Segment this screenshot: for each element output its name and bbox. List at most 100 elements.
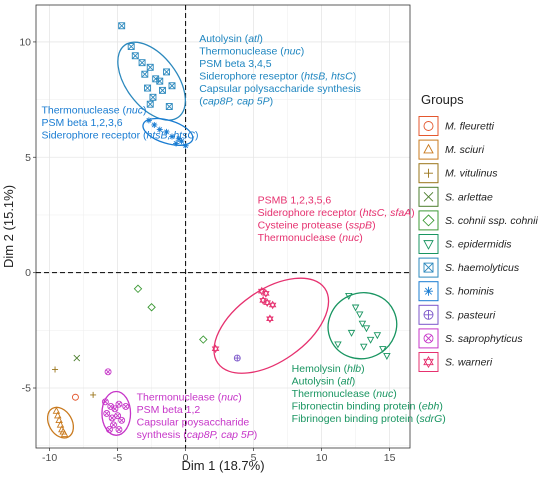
plot-border	[35, 4, 411, 449]
marker-shape	[211, 346, 220, 354]
legend-item: S. warneri	[418, 352, 493, 372]
data-point	[145, 117, 152, 124]
data-point	[122, 403, 130, 410]
marker-shape	[55, 416, 63, 424]
marker-shape	[156, 77, 164, 85]
marker-shape	[199, 335, 208, 344]
annotation-text: Thermonuclease (nuc) PSM beta 1,2 Capsular…	[137, 392, 258, 442]
legend-key	[418, 352, 439, 372]
legend-label: S. hominis	[445, 286, 495, 298]
marker-shape	[423, 191, 434, 202]
marker-shape	[383, 353, 391, 360]
marker-shape	[334, 341, 342, 349]
annotation-line: Autolysin (	[292, 375, 342, 387]
x-tick-label: 0	[183, 452, 189, 464]
annotation-line: cap8P, cap 5P	[187, 429, 254, 441]
annotation-line: atl	[341, 375, 353, 387]
legend-item: S. arlettae	[418, 186, 493, 207]
marker-shape	[118, 416, 126, 424]
data-point	[54, 411, 62, 419]
legend-label: S. haemolyticus	[445, 262, 520, 274]
annotation-line: )	[359, 232, 363, 244]
data-point	[175, 135, 182, 142]
marker-shape	[423, 262, 434, 273]
data-point	[144, 84, 151, 92]
marker-shape	[152, 75, 160, 83]
annotation-line: sspB	[349, 219, 372, 231]
annotation-line: )	[238, 392, 242, 404]
annotation-line: sdrG	[420, 413, 443, 425]
data-point	[355, 311, 364, 319]
marker-shape	[138, 59, 146, 67]
marker-shape	[268, 302, 277, 310]
annotation-line: Fibronectin binding protein (	[292, 400, 423, 412]
data-point	[347, 329, 356, 337]
legend-label: S. arlettae	[445, 191, 493, 203]
ellipses	[46, 41, 398, 439]
data-point	[118, 22, 126, 30]
marker-shape	[423, 333, 434, 344]
data-point	[73, 354, 81, 362]
annotation-line: PSM beta 1,2	[137, 404, 201, 416]
marker-shape	[159, 87, 166, 94]
marker-shape	[257, 286, 266, 294]
data-point	[131, 52, 139, 60]
annotation-line: )	[301, 45, 305, 57]
data-point	[52, 366, 59, 373]
marker-shape	[112, 406, 118, 412]
annotation-line: Siderophore receptor (	[41, 129, 147, 141]
data-point	[115, 426, 123, 433]
marker-shape	[422, 214, 435, 227]
annotation-line: Thermonuclease (	[258, 232, 343, 244]
marker-shape	[345, 293, 353, 300]
marker-shape	[423, 240, 434, 250]
data-point	[169, 133, 175, 140]
data-point	[268, 300, 277, 310]
marker-shape	[146, 63, 154, 71]
data-point	[360, 343, 368, 351]
axes: -10 -5 0 5 10 15 -5 0 5 10 Dim 1 (18.7%) Dim 2 (15.…	[1, 4, 411, 473]
data-point	[138, 59, 146, 67]
legend-item: S. haemolyticus	[418, 257, 520, 278]
annotation-line: nuc	[221, 392, 239, 404]
marker-shape	[169, 133, 175, 140]
marker-shape	[149, 93, 157, 101]
data-point	[266, 314, 274, 324]
marker-shape	[111, 405, 119, 413]
marker-shape	[423, 143, 434, 154]
legend-key	[418, 139, 439, 160]
marker-shape	[54, 411, 62, 419]
marker-shape	[101, 398, 109, 406]
marker-shape	[266, 314, 274, 322]
annotation-line: nuc	[126, 104, 144, 116]
marker-shape	[133, 284, 143, 294]
annotation-line: )	[353, 70, 357, 82]
confidence-ellipse	[213, 277, 330, 374]
marker-shape	[211, 344, 220, 352]
marker-shape	[118, 22, 126, 30]
data-point	[141, 70, 149, 78]
annotation-line: Fibrinogen binding protein (	[292, 413, 420, 425]
legend-item: M. vitulinus	[418, 163, 498, 184]
data-point	[101, 398, 109, 406]
marker-shape	[159, 86, 166, 94]
marker-shape	[114, 412, 122, 420]
marker-shape	[351, 304, 360, 312]
data-point	[56, 420, 65, 428]
y-tick-label: -5	[22, 383, 31, 395]
data-point	[156, 77, 164, 85]
annotation-line: atl	[248, 33, 260, 45]
data-point	[156, 126, 163, 133]
legend-label: M. vitulinus	[445, 168, 498, 180]
legend-item: S. saprophyticus	[418, 328, 523, 349]
data-point	[334, 341, 342, 349]
data-point	[105, 426, 113, 433]
marker-shape	[107, 427, 112, 432]
data-point	[366, 336, 375, 344]
legend-key	[418, 116, 439, 136]
marker-shape	[116, 401, 122, 407]
marker-shape	[131, 52, 139, 60]
marker-shape	[52, 366, 59, 373]
